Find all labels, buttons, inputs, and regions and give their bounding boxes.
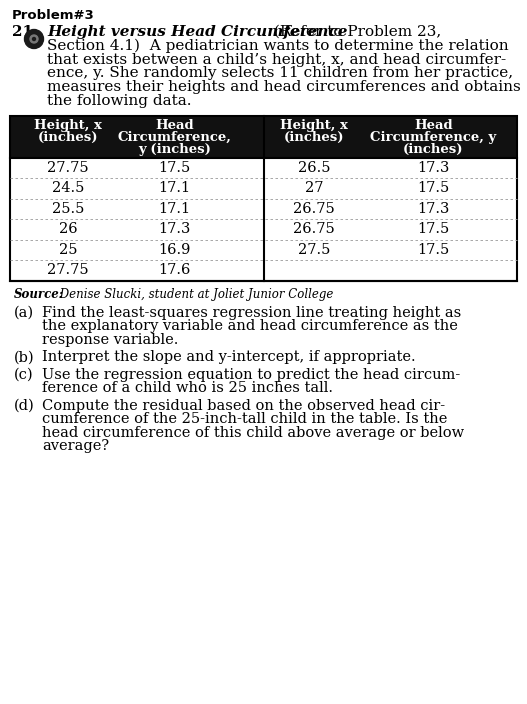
Circle shape: [24, 30, 44, 49]
Text: Find the least-squares regression line treating height as: Find the least-squares regression line t…: [42, 306, 461, 320]
Text: 17.5: 17.5: [417, 222, 450, 237]
Text: Height, x: Height, x: [280, 119, 348, 132]
Text: 25: 25: [59, 243, 77, 257]
Text: Section 4.1)  A pediatrician wants to determine the relation: Section 4.1) A pediatrician wants to det…: [47, 39, 509, 54]
Text: Interpret the slope and y-intercept, if appropriate.: Interpret the slope and y-intercept, if …: [42, 351, 416, 364]
Text: (d): (d): [14, 398, 35, 413]
Text: 26.5: 26.5: [298, 161, 330, 175]
Text: 26.75: 26.75: [294, 202, 335, 216]
Bar: [10, 115, 517, 158]
Text: that exists between a child’s height, x, and head circumfer-: that exists between a child’s height, x,…: [47, 53, 506, 67]
Text: 17.5: 17.5: [417, 182, 450, 195]
Text: the explanatory variable and head circumference as the: the explanatory variable and head circum…: [42, 320, 458, 333]
Text: average?: average?: [42, 439, 109, 453]
Text: Use the regression equation to predict the head circum-: Use the regression equation to predict t…: [42, 367, 460, 382]
Text: (b): (b): [14, 351, 35, 364]
Text: 27: 27: [305, 182, 324, 195]
Text: (a): (a): [14, 306, 34, 320]
Text: 26: 26: [59, 222, 77, 237]
Text: 17.6: 17.6: [159, 263, 191, 277]
Text: 17.3: 17.3: [159, 222, 191, 237]
Text: 25.5: 25.5: [52, 202, 84, 216]
Text: 17.5: 17.5: [417, 243, 450, 257]
Text: 27.75: 27.75: [47, 161, 89, 175]
Bar: [10, 158, 517, 281]
Text: 17.1: 17.1: [159, 182, 191, 195]
Text: 17.3: 17.3: [417, 202, 450, 216]
Text: ference of a child who is 25 inches tall.: ference of a child who is 25 inches tall…: [42, 382, 333, 396]
Text: 16.9: 16.9: [159, 243, 191, 257]
Text: Compute the residual based on the observed head cir-: Compute the residual based on the observ…: [42, 398, 445, 413]
Text: Height, x: Height, x: [34, 119, 102, 132]
Text: Head: Head: [414, 119, 453, 132]
Circle shape: [30, 35, 38, 43]
Text: 27.75: 27.75: [47, 263, 89, 277]
Text: cumference of the 25-inch-tall child in the table. Is the: cumference of the 25-inch-tall child in …: [42, 413, 447, 427]
Text: response variable.: response variable.: [42, 333, 178, 347]
Text: 17.1: 17.1: [159, 202, 191, 216]
Text: (Refer to Problem 23,: (Refer to Problem 23,: [269, 25, 441, 39]
Text: Height versus Head Circumference: Height versus Head Circumference: [47, 25, 347, 39]
Text: Source:: Source:: [14, 288, 64, 301]
Text: Circumference,: Circumference,: [118, 131, 232, 144]
Text: the following data.: the following data.: [47, 94, 191, 108]
Text: 24.5: 24.5: [52, 182, 84, 195]
Text: 17.3: 17.3: [417, 161, 450, 175]
Text: ence, y. She randomly selects 11 children from her practice,: ence, y. She randomly selects 11 childre…: [47, 66, 513, 80]
Text: 27.5: 27.5: [298, 243, 330, 257]
Text: (inches): (inches): [284, 131, 345, 144]
Text: (inches): (inches): [38, 131, 99, 144]
Text: (c): (c): [14, 367, 34, 382]
Text: y (inches): y (inches): [138, 143, 211, 156]
Circle shape: [33, 37, 35, 41]
Text: (inches): (inches): [403, 143, 464, 156]
Text: measures their heights and head circumferences and obtains: measures their heights and head circumfe…: [47, 80, 521, 94]
Text: 26.75: 26.75: [294, 222, 335, 237]
Text: head circumference of this child above average or below: head circumference of this child above a…: [42, 426, 464, 440]
Text: 21.: 21.: [12, 25, 38, 39]
Text: 17.5: 17.5: [159, 161, 191, 175]
Text: Head: Head: [155, 119, 194, 132]
Text: Denise Slucki, student at Joliet Junior College: Denise Slucki, student at Joliet Junior …: [56, 288, 334, 301]
Text: Circumference, y: Circumference, y: [370, 131, 496, 144]
Text: Problem#3: Problem#3: [12, 9, 95, 22]
